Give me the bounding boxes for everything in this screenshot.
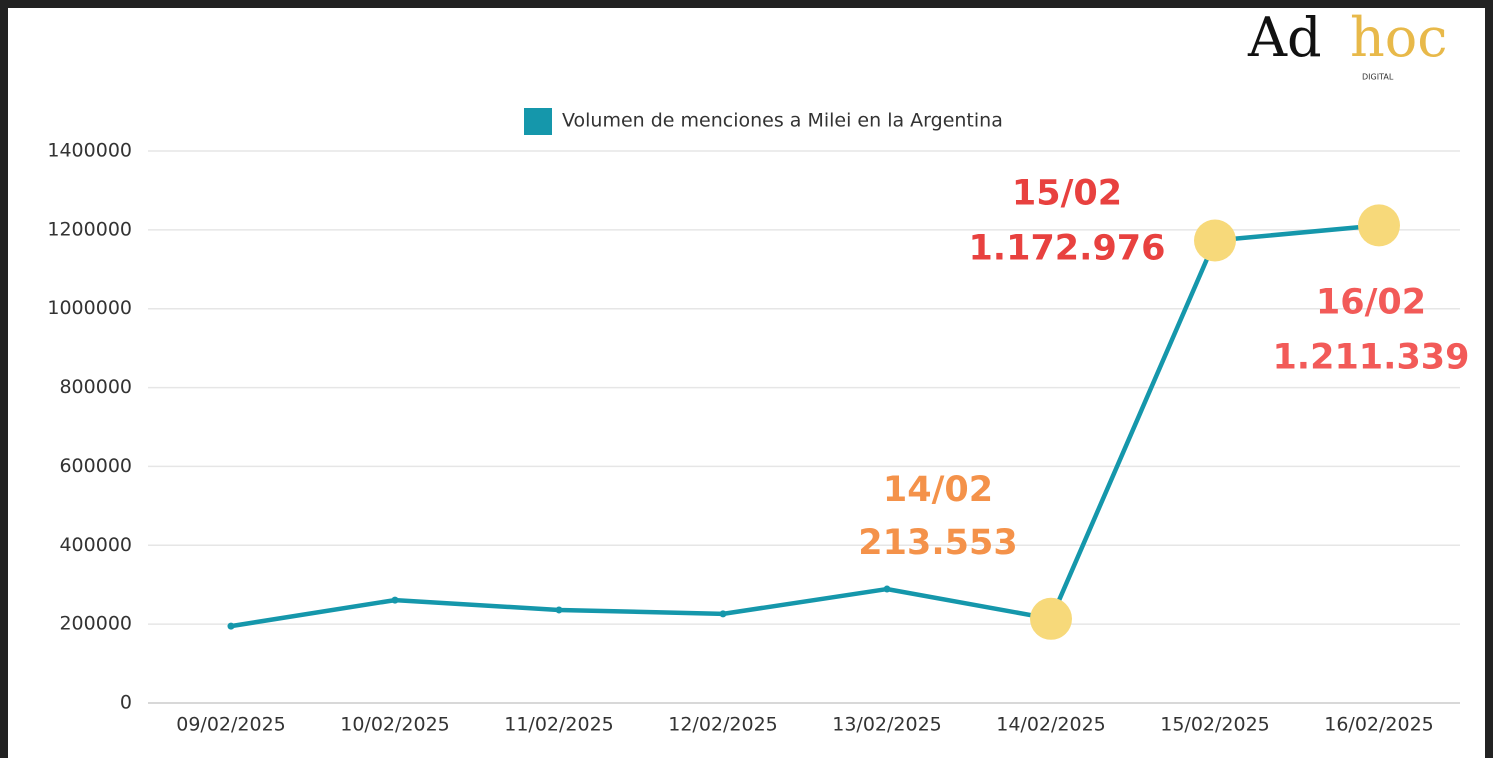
logo-first: Ad bbox=[1247, 6, 1322, 69]
point-date: 16/02 bbox=[1316, 282, 1426, 322]
x-tick-label: 12/02/2025 bbox=[668, 714, 778, 736]
x-tick-label: 11/02/2025 bbox=[504, 714, 614, 736]
x-tick-label: 16/02/2025 bbox=[1324, 714, 1434, 736]
y-tick-label: 600000 bbox=[59, 455, 132, 477]
x-tick-label: 10/02/2025 bbox=[340, 714, 450, 736]
x-tick-label: 15/02/2025 bbox=[1160, 714, 1270, 736]
y-tick-label: 800000 bbox=[59, 376, 132, 398]
y-tick-label: 1000000 bbox=[47, 297, 132, 319]
value-label: 1.211.339 bbox=[1272, 337, 1469, 377]
y-tick-label: 0 bbox=[120, 692, 132, 714]
value-label: 1.172.976 bbox=[968, 229, 1165, 269]
x-tick-label: 13/02/2025 bbox=[832, 714, 942, 736]
y-tick-label: 400000 bbox=[59, 534, 132, 556]
x-tick-label: 14/02/2025 bbox=[996, 714, 1106, 736]
line bbox=[230, 223, 1380, 629]
point-date: 15/02 bbox=[1012, 174, 1122, 214]
panel bbox=[8, 8, 1485, 758]
y-tick-label: 1400000 bbox=[47, 140, 132, 162]
y-tick-label: 1200000 bbox=[47, 218, 132, 240]
value-label: 213.553 bbox=[858, 523, 1017, 563]
point bbox=[555, 606, 563, 614]
highlight-marker bbox=[1358, 204, 1400, 247]
highlight-marker bbox=[1030, 597, 1072, 640]
point-date: 14/02 bbox=[883, 470, 993, 510]
point bbox=[391, 596, 399, 604]
point bbox=[883, 585, 891, 593]
legend-swatch bbox=[524, 108, 552, 135]
x-tick-label: 09/02/2025 bbox=[176, 714, 286, 736]
legend-label: Volumen de menciones a Milei en la Argen… bbox=[562, 110, 1003, 132]
highlight-marker bbox=[1194, 219, 1236, 262]
point bbox=[227, 622, 235, 630]
logo-second: hoc bbox=[1350, 6, 1448, 69]
logo-sub: DIGITAL bbox=[1362, 73, 1394, 82]
y-tick-label: 200000 bbox=[59, 613, 132, 635]
point bbox=[719, 610, 727, 618]
